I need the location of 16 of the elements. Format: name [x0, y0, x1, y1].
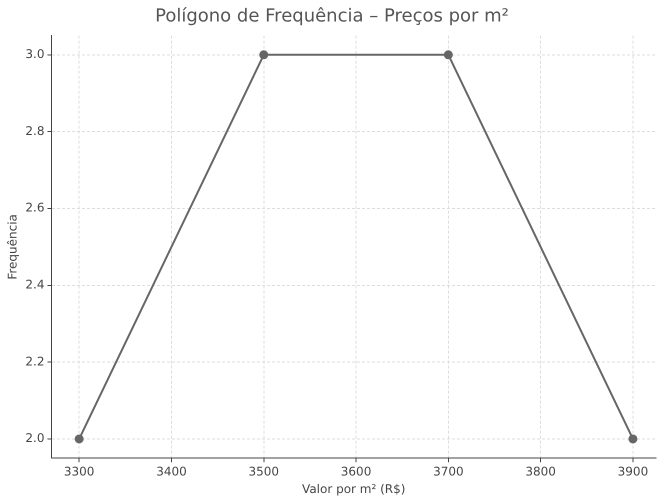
y-tick-label: 3.0 — [25, 46, 44, 61]
x-tick-label: 3300 — [64, 464, 94, 479]
x-axis-title: Valor por m² (R$) — [302, 482, 406, 496]
y-tick-label: 2.4 — [25, 277, 44, 292]
y-tick-label: 2.0 — [25, 431, 44, 446]
y-tick-label: 2.6 — [25, 200, 44, 215]
x-tick-label: 3500 — [248, 464, 280, 479]
chart-title: Polígono de Frequência – Preços por m² — [155, 5, 509, 26]
y-tick-label: 2.2 — [25, 354, 44, 368]
x-tick-label: 3800 — [525, 464, 556, 479]
x-tick-label: 3400 — [156, 464, 187, 479]
x-tick-label: 3900 — [618, 464, 648, 479]
y-axis-title: Frequência — [5, 214, 20, 280]
x-tick-label: 3700 — [433, 464, 464, 479]
y-tick-label: 2.8 — [25, 124, 44, 138]
x-tick-label: 3600 — [340, 464, 372, 479]
